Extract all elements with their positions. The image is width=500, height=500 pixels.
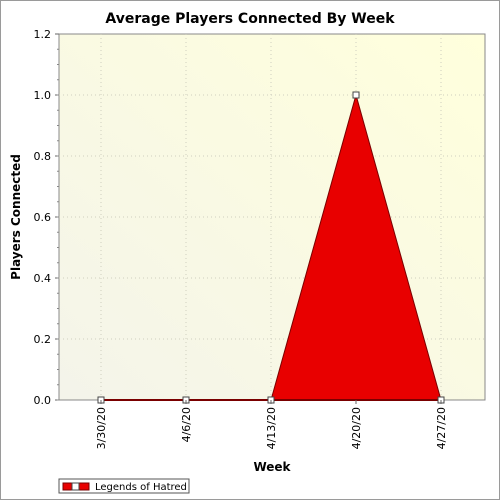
y-axis: 0.0 0.2 0.4 0.6 0.8 1.0 1.2 <box>34 28 59 407</box>
y-tick-label: 0.8 <box>34 150 52 163</box>
y-tick-label: 0.4 <box>34 272 52 285</box>
x-tick-label: 4/13/20 <box>265 407 278 449</box>
legend: Legends of Hatred <box>58 478 190 494</box>
x-tick-label: 4/6/20 <box>180 407 193 442</box>
legend-box <box>58 478 190 494</box>
y-tick-label: 1.2 <box>34 28 52 41</box>
x-tick-label: 4/20/20 <box>350 407 363 449</box>
x-axis-label: Week <box>253 460 291 474</box>
legend-marker <box>71 482 80 491</box>
data-point-marker <box>352 91 360 99</box>
y-tick-label: 0.0 <box>34 394 52 407</box>
legend-label: Legends of Hatred <box>95 482 187 493</box>
y-tick-label: 0.2 <box>34 333 52 346</box>
x-tick-label: 4/27/20 <box>435 407 448 449</box>
x-axis: 3/30/20 4/6/20 4/13/20 4/20/20 4/27/20 <box>95 400 448 449</box>
x-tick-label: 3/30/20 <box>95 407 108 449</box>
chart-title: Average Players Connected By Week <box>105 11 395 27</box>
y-axis-label: Players Connected <box>9 154 23 280</box>
y-tick-label: 0.6 <box>34 211 52 224</box>
y-tick-label: 1.0 <box>34 89 52 102</box>
